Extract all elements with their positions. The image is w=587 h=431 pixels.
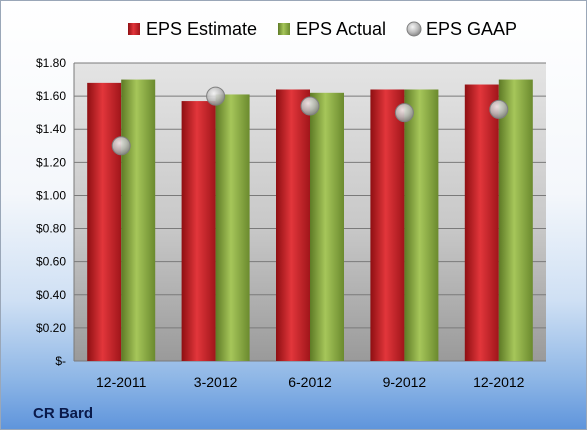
y-axis-ticks: $- $0.20 $0.40 $0.60 $0.80 $1.00 $1.20 $1.40 $1.… — [36, 56, 66, 368]
y-tick-label: $0.40 — [36, 288, 66, 302]
eps-estimate-bar — [181, 101, 216, 362]
eps-gaap-marker — [489, 99, 509, 119]
bars — [87, 79, 533, 362]
y-tick-label: $0.60 — [36, 255, 66, 269]
x-axis-ticks: 12-2011 3-2012 6-2012 9-2012 12-2012 — [96, 374, 525, 390]
eps-actual-bar — [310, 92, 344, 362]
eps-gaap-marker — [111, 136, 131, 156]
eps-estimate-bar — [370, 89, 405, 361]
gaap-markers — [111, 86, 509, 156]
y-tick-label: $- — [55, 354, 66, 368]
eps-estimate-bar — [464, 84, 499, 362]
x-tick-label: 9-2012 — [383, 374, 427, 390]
legend-item-eps-gaap-swatch — [406, 21, 422, 37]
x-tick-label: 6-2012 — [288, 374, 332, 390]
eps-estimate-bar — [276, 89, 310, 361]
y-tick-label: $1.60 — [36, 89, 66, 103]
legend-item-eps-actual-label: EPS Actual — [296, 19, 386, 39]
legend-item-eps-estimate-label: EPS Estimate — [146, 19, 257, 39]
y-tick-label: $1.80 — [36, 56, 66, 70]
legend-item-eps-gaap-label: EPS GAAP — [426, 19, 517, 39]
eps-estimate-bar — [87, 82, 122, 361]
company-caption: CR Bard — [33, 405, 93, 422]
eps-actual-bar — [404, 89, 439, 361]
eps-actual-bar — [121, 79, 156, 362]
legend-item-eps-actual-swatch — [278, 23, 290, 35]
y-tick-label: $1.00 — [36, 188, 66, 202]
y-tick-label: $1.40 — [36, 122, 66, 136]
x-tick-label: 3-2012 — [194, 374, 238, 390]
legend-item-eps-estimate-swatch — [128, 23, 140, 35]
eps-actual-bar — [498, 79, 533, 362]
eps-gaap-marker — [394, 103, 414, 123]
x-tick-label: 12-2012 — [473, 374, 525, 390]
y-tick-label: $0.20 — [36, 321, 66, 335]
x-tick-label: 12-2011 — [96, 374, 147, 390]
eps-gaap-marker — [206, 86, 226, 106]
eps-gaap-marker — [300, 96, 320, 116]
eps-actual-bar — [215, 94, 250, 361]
y-tick-label: $0.80 — [36, 222, 66, 236]
legend: EPS Estimate EPS Actual EPS GAAP — [128, 19, 517, 39]
y-tick-label: $1.20 — [36, 155, 66, 169]
